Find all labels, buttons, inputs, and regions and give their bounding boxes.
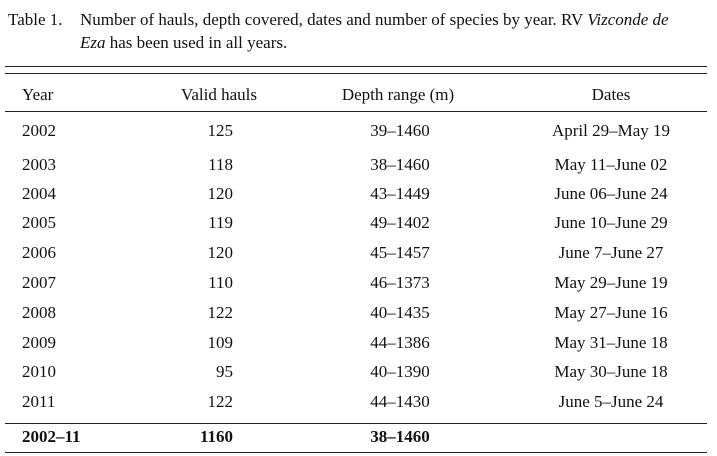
table-cell: 40–1390 bbox=[370, 362, 430, 381]
table-cell: 2009 bbox=[22, 333, 56, 352]
caption-text: has been used in all years. bbox=[109, 33, 288, 52]
total-rule bbox=[5, 423, 707, 424]
table-cell: 46–1373 bbox=[370, 273, 430, 292]
table-cell: 2003 bbox=[22, 155, 56, 174]
table-cell: 2008 bbox=[22, 303, 56, 322]
table-cell: 2004 bbox=[22, 184, 56, 203]
total-cell: 2002–11 bbox=[22, 427, 81, 446]
table-cell: May 31–June 18 bbox=[554, 333, 668, 352]
top-rule bbox=[5, 66, 707, 67]
table-cell: 44–1430 bbox=[370, 392, 430, 411]
top-rule bbox=[5, 73, 707, 74]
column-header: Year bbox=[22, 85, 54, 104]
table-cell: 122 bbox=[207, 392, 234, 411]
column-header: Dates bbox=[591, 85, 631, 104]
table-cell: May 27–June 16 bbox=[554, 303, 668, 322]
table-cell: April 29–May 19 bbox=[551, 121, 671, 140]
caption-label: Table 1. bbox=[8, 10, 63, 29]
table-cell: May 11–June 02 bbox=[554, 155, 668, 174]
column-header: Valid hauls bbox=[180, 85, 258, 104]
table-cell: May 29–June 19 bbox=[554, 273, 668, 292]
table-cell: June 06–June 24 bbox=[554, 184, 668, 203]
table-cell: 125 bbox=[207, 121, 234, 140]
total-cell: 38–1460 bbox=[370, 427, 430, 446]
table-cell: June 5–June 24 bbox=[558, 392, 664, 411]
table-cell: 2010 bbox=[22, 362, 56, 381]
table-cell: 120 bbox=[207, 243, 234, 262]
table-cell: 40–1435 bbox=[370, 303, 430, 322]
table-cell: June 10–June 29 bbox=[554, 213, 668, 232]
table-cell: 43–1449 bbox=[370, 184, 430, 203]
table-cell: May 30–June 18 bbox=[554, 362, 668, 381]
table-cell: 2011 bbox=[22, 392, 56, 411]
table-cell: 2007 bbox=[22, 273, 56, 292]
header-rule bbox=[5, 111, 707, 112]
table-cell: 118 bbox=[208, 155, 233, 174]
table-cell: 122 bbox=[207, 303, 234, 322]
table-cell: 38–1460 bbox=[370, 155, 430, 174]
table-cell: 120 bbox=[207, 184, 234, 203]
table-cell: 44–1386 bbox=[370, 333, 430, 352]
table-cell: June 7–June 27 bbox=[558, 243, 664, 262]
table-cell: 119 bbox=[208, 213, 233, 232]
table-cell: 95 bbox=[216, 362, 233, 381]
table-cell: 45–1457 bbox=[370, 243, 430, 262]
table-cell: 49–1402 bbox=[370, 213, 430, 232]
table-cell: 109 bbox=[207, 333, 234, 352]
table-cell: 2005 bbox=[22, 213, 56, 232]
bottom-rule bbox=[5, 452, 707, 453]
table-cell: 2006 bbox=[22, 243, 56, 262]
table-cell: 2002 bbox=[22, 121, 56, 140]
table-cell: 110 bbox=[208, 273, 233, 292]
vessel-name: Vizconde de Eza bbox=[80, 10, 669, 52]
table-cell: 39–1460 bbox=[370, 121, 430, 140]
caption-text: Number of hauls, depth covered, dates an… bbox=[80, 10, 583, 29]
column-header: Depth range (m) bbox=[341, 85, 455, 104]
total-cell: 1160 bbox=[199, 427, 233, 446]
caption: Number of hauls, depth covered, dates an… bbox=[80, 8, 695, 54]
